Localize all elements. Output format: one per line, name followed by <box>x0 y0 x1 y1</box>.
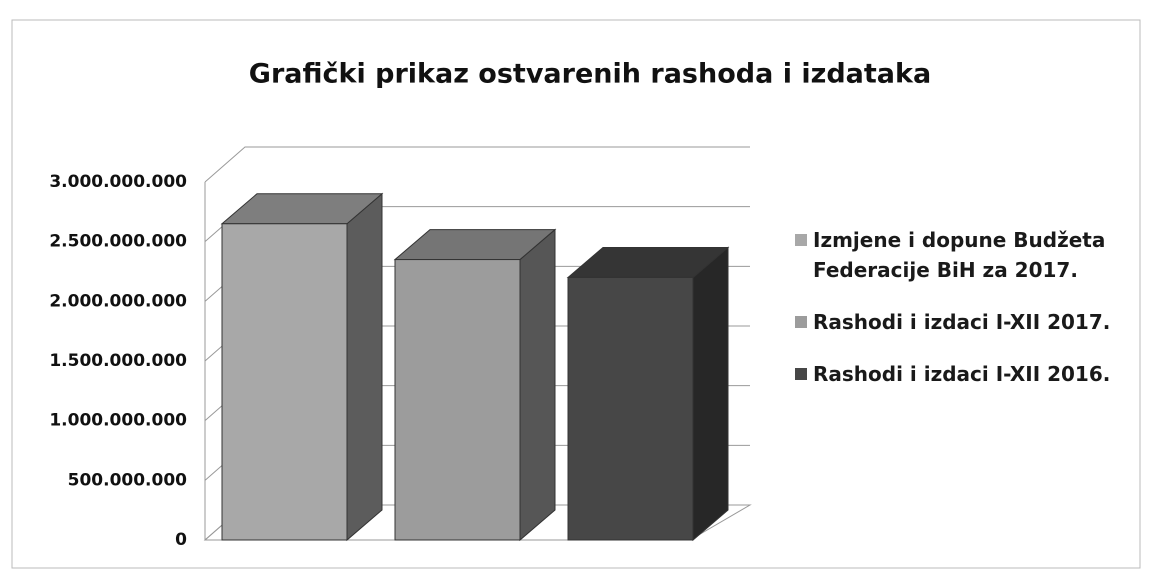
bar-side <box>692 246 729 542</box>
legend-label: Rashodi i izdaci I-XII 2017. <box>813 310 1111 334</box>
chart-title: Grafički prikaz ostvarenih rashoda i izd… <box>249 59 931 90</box>
y-tick-label: 3.000.000.000 <box>49 172 187 192</box>
bar-side <box>519 228 556 542</box>
bar <box>220 192 384 542</box>
y-tick-label: 0 <box>175 530 187 550</box>
legend: Izmjene i dopune Budžeta Federacije BiH … <box>795 225 1140 411</box>
legend-item: Rashodi i izdaci I-XII 2016. <box>795 359 1140 389</box>
legend-swatch <box>795 368 807 380</box>
grid-line <box>204 146 750 183</box>
bar-front <box>221 223 348 541</box>
bar-side <box>346 192 383 542</box>
bar <box>393 228 557 542</box>
bar <box>566 246 730 542</box>
bar-front <box>567 276 694 541</box>
y-tick-label: 2.500.000.000 <box>49 232 187 252</box>
chart-frame <box>11 19 1141 569</box>
legend-label: Izmjene i dopune Budžeta Federacije BiH … <box>813 228 1106 282</box>
legend-swatch <box>795 316 807 328</box>
legend-item: Rashodi i izdaci I-XII 2017. <box>795 307 1140 337</box>
legend-item: Izmjene i dopune Budžeta Federacije BiH … <box>795 225 1140 285</box>
legend-label: Rashodi i izdaci I-XII 2016. <box>813 362 1111 386</box>
y-tick-label: 1.000.000.000 <box>49 411 187 431</box>
legend-swatch <box>795 234 807 246</box>
y-tick-label: 2.000.000.000 <box>49 291 187 311</box>
bar-front <box>394 259 521 541</box>
y-tick-label: 500.000.000 <box>68 470 188 490</box>
y-tick-label: 1.500.000.000 <box>49 351 187 371</box>
